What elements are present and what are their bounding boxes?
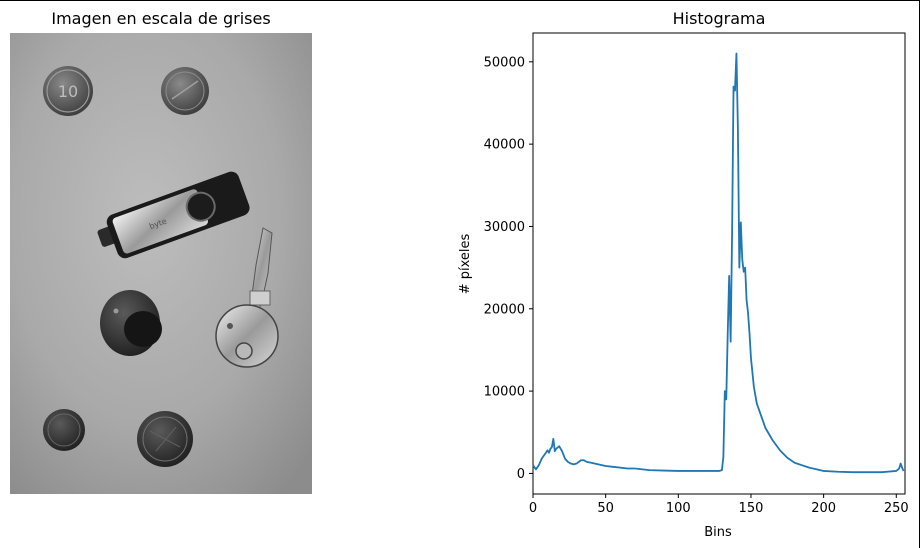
coin-value-label: 10: [58, 82, 78, 101]
plot-area: [532, 32, 906, 495]
x-tick-label: 250: [884, 501, 909, 516]
coin-top-left: 10: [43, 66, 93, 116]
grayscale-photo: 10 byte: [10, 33, 312, 494]
coin-top-right: [161, 67, 209, 115]
usb-drive: byte: [97, 171, 250, 259]
top-border: [0, 0, 920, 1]
x-axis-label: Bins: [704, 525, 732, 540]
y-tick-label: 50000: [484, 55, 525, 70]
image-title: Imagen en escala de grises: [51, 9, 271, 28]
x-tick-label: 150: [739, 501, 764, 516]
y-tick-label: 0: [517, 467, 525, 482]
coin-bottom-right: [137, 411, 193, 467]
x-tick-label: 100: [666, 501, 691, 516]
x-tick-label: 50: [597, 501, 614, 516]
bottle-cap: [100, 290, 162, 356]
y-tick-label: 10000: [484, 385, 525, 400]
x-tick-label: 0: [529, 501, 537, 516]
key: [215, 227, 279, 368]
y-axis-label: # píxeles: [458, 233, 473, 294]
x-tick-label: 200: [811, 501, 836, 516]
chart-title: Histograma: [672, 9, 766, 28]
coin-bottom-left: [43, 409, 85, 451]
y-tick-label: 20000: [484, 302, 525, 317]
histogram-series-line: [532, 52, 905, 474]
y-tick-label: 40000: [484, 138, 525, 153]
y-tick-label: 30000: [484, 220, 525, 235]
